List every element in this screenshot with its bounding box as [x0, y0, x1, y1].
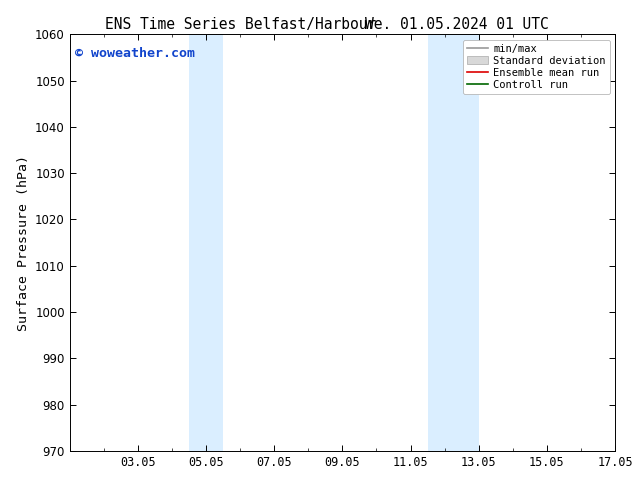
Legend: min/max, Standard deviation, Ensemble mean run, Controll run: min/max, Standard deviation, Ensemble me… [463, 40, 610, 94]
Y-axis label: Surface Pressure (hPa): Surface Pressure (hPa) [16, 154, 30, 331]
Bar [427, 34, 479, 451]
Text: ENS Time Series Belfast/Harbour: ENS Time Series Belfast/Harbour [105, 17, 377, 32]
Text: We. 01.05.2024 01 UTC: We. 01.05.2024 01 UTC [365, 17, 548, 32]
Text: © woweather.com: © woweather.com [75, 47, 195, 60]
Bar [189, 34, 223, 451]
